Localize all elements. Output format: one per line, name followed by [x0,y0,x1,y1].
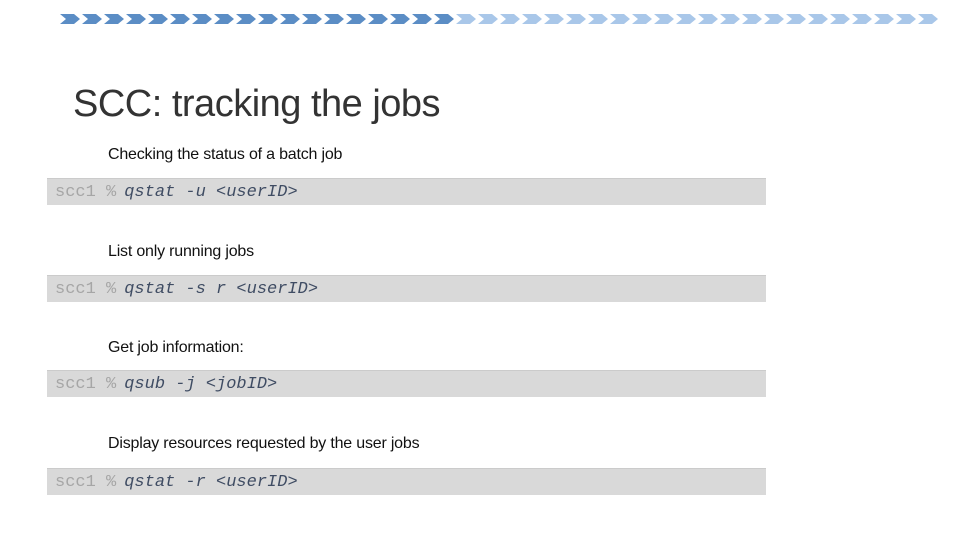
slide-title: SCC: tracking the jobs [73,83,441,126]
section-label-display-resources: Display resources requested by the user … [108,435,420,452]
chevron-arrow-icon [60,14,80,24]
chevron-arrow-icon [192,14,212,24]
chevron-arrow-icon [390,14,410,24]
chevron-arrow-icon [874,14,894,24]
chevron-arrow-icon [236,14,256,24]
chevron-arrow-icon [654,14,674,24]
shell-command: qstat -s r <userID> [124,280,319,299]
chevron-arrow-icon [566,14,586,24]
chevron-arrow-icon [214,14,234,24]
chevron-arrow-icon [632,14,652,24]
chevron-arrow-icon [346,14,366,24]
chevron-arrow-icon [522,14,542,24]
shell-command: qsub -j <jobID> [124,375,278,394]
chevron-arrow-icon [500,14,520,24]
chevron-arrow-icon [302,14,322,24]
shell-prompt: scc1 % [55,280,117,299]
chevron-arrow-icon [324,14,344,24]
code-block-qstat-u: scc1 % qstat -u <userID> [47,178,766,205]
chevron-arrow-icon [104,14,124,24]
shell-command: qstat -r <userID> [124,473,298,492]
chevron-arrow-icon [588,14,608,24]
shell-prompt: scc1 % [55,183,117,202]
chevron-arrow-icon [698,14,718,24]
chevron-arrow-icon [852,14,872,24]
chevron-arrow-icon [676,14,696,24]
chevron-arrow-icon [434,14,454,24]
chevron-arrow-icon [456,14,476,24]
section-label-check-status: Checking the status of a batch job [108,146,343,163]
chevron-arrow-icon [170,14,190,24]
shell-command: qstat -u <userID> [124,183,298,202]
chevron-arrow-icon [808,14,828,24]
chevron-arrow-icon [610,14,630,24]
section-label-job-information: Get job information: [108,339,244,356]
chevron-arrow-icon [412,14,432,24]
chevron-arrow-icon [258,14,278,24]
chevron-arrow-icon [544,14,564,24]
chevron-arrow-icon [720,14,740,24]
shell-prompt: scc1 % [55,473,117,492]
code-block-qsub-j: scc1 % qsub -j <jobID> [47,370,766,397]
chevron-arrow-icon [896,14,916,24]
chevron-arrow-icon [764,14,784,24]
code-block-qstat-s-r: scc1 % qstat -s r <userID> [47,275,766,302]
chevron-arrow-icon [742,14,762,24]
chevron-arrow-icon [126,14,146,24]
chevron-arrow-icon [368,14,388,24]
chevron-arrow-icon [918,14,938,24]
chevron-arrow-icon [148,14,168,24]
chevron-arrow-icon [82,14,102,24]
chevron-arrow-icon [786,14,806,24]
chevron-arrow-icon [830,14,850,24]
chevron-arrow-icon [280,14,300,24]
section-label-running-jobs: List only running jobs [108,243,254,260]
code-block-qstat-r: scc1 % qstat -r <userID> [47,468,766,495]
chevron-band [60,14,946,24]
shell-prompt: scc1 % [55,375,117,394]
chevron-arrow-icon [478,14,498,24]
